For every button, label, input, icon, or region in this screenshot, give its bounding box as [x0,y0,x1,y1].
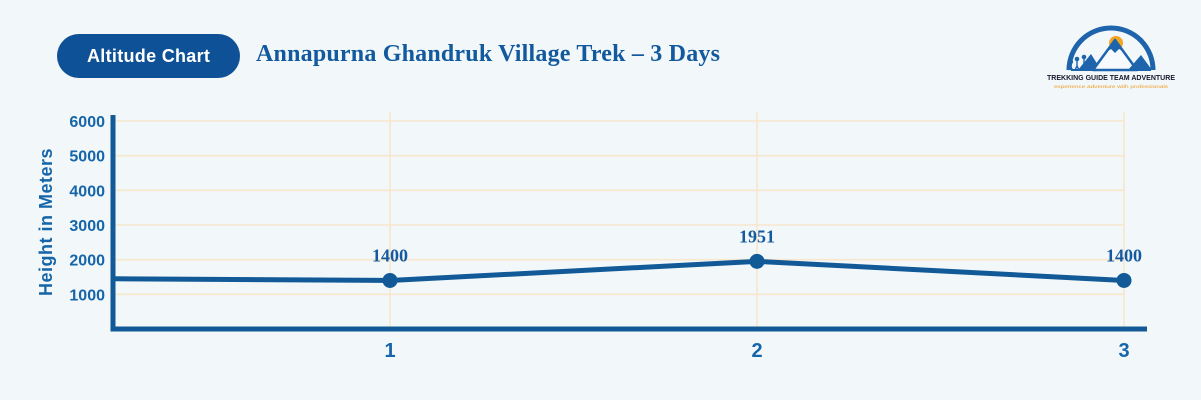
x-tick-label-3: 3 [1118,340,1129,362]
y-tick-label-5000: 5000 [69,149,105,166]
x-tick-label-1: 1 [384,340,395,362]
y-tick-label-1000: 1000 [69,287,105,304]
data-label-day-1: 1400 [372,245,408,265]
altitude-chart-badge: Altitude Chart [57,34,241,78]
y-tick-label-2000: 2000 [69,253,105,270]
y-tick-label-3000: 3000 [69,218,105,235]
data-point-day-2[interactable] [749,253,765,269]
page-title: Annapurna Ghandruk Village Trek – 3 Days [256,41,721,67]
altitude-series-line [110,258,1127,283]
badge-label: Altitude Chart [87,45,211,66]
logo-graphic: TREKKING GUIDE TEAM ADVENTURE experience… [1047,25,1175,89]
logo-name: TREKKING GUIDE TEAM ADVENTURE [1047,73,1175,82]
data-point-day-3[interactable] [1116,272,1132,288]
logo-arch-icon [1066,25,1156,71]
x-tick-label-2: 2 [751,340,762,362]
chart-header: Altitude Chart Annapurna Ghandruk Villag… [0,0,1201,100]
logo-tagline: experience adventure with professionals [1054,84,1169,89]
company-logo: TREKKING GUIDE TEAM ADVENTURE experience… [1031,14,1191,96]
y-tick-label-4000: 4000 [69,183,105,200]
data-label-day-3: 1400 [1106,245,1142,265]
y-tick-label-6000: 6000 [69,114,105,131]
data-label-day-2: 1951 [739,226,775,246]
y-axis-title: Height in Meters [36,148,56,296]
data-point-day-1[interactable] [382,272,398,288]
hikers-icon [1068,54,1087,71]
